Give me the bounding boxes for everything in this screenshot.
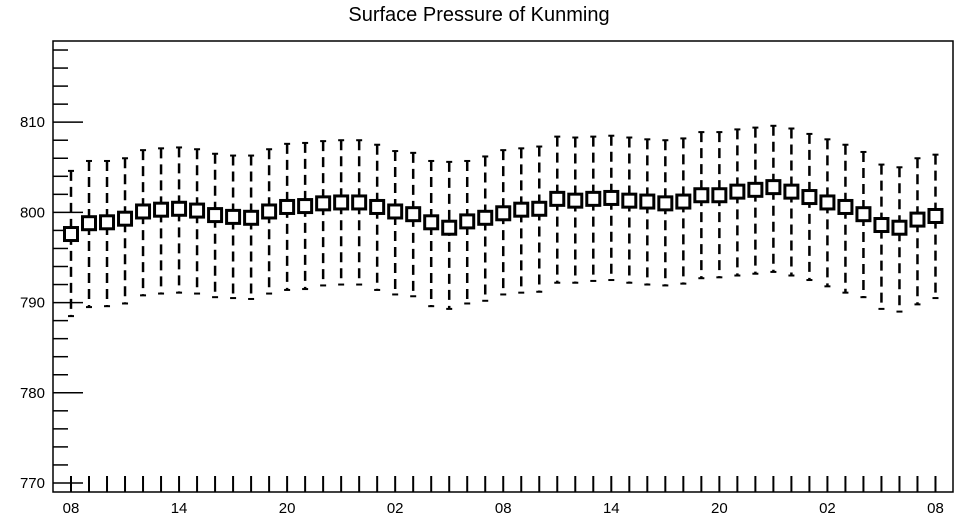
mean-marker: [243, 209, 260, 226]
mean-marker: [891, 219, 908, 236]
mean-marker: [261, 203, 278, 220]
mean-marker: [387, 203, 404, 220]
mean-marker: [513, 201, 530, 218]
x-tick-label: 14: [603, 500, 620, 517]
mean-marker: [117, 210, 134, 227]
mean-marker: [135, 203, 152, 220]
mean-marker: [765, 179, 782, 196]
mean-marker: [207, 207, 224, 224]
mean-marker: [927, 207, 944, 224]
mean-marker: [99, 214, 116, 231]
mean-marker: [297, 198, 314, 215]
whisker-series: [68, 124, 939, 318]
mean-marker: [351, 194, 368, 211]
mean-marker: [657, 195, 674, 212]
mean-marker: [315, 195, 332, 212]
mean-marker: [171, 200, 188, 217]
mean-marker: [783, 183, 800, 200]
mean-marker: [567, 192, 584, 209]
mean-marker-series: [63, 179, 944, 243]
mean-marker: [441, 219, 458, 236]
x-tick-label: 02: [387, 500, 404, 517]
mean-marker: [729, 183, 746, 200]
mean-marker: [423, 214, 440, 231]
y-tick-label: 770: [20, 475, 45, 492]
mean-marker: [801, 189, 818, 206]
x-tick-label: 02: [819, 500, 836, 517]
x-tick-label: 20: [279, 500, 296, 517]
mean-marker: [225, 208, 242, 225]
mean-marker: [531, 200, 548, 217]
mean-marker: [819, 194, 836, 211]
mean-marker: [153, 201, 170, 218]
mean-marker: [549, 190, 566, 207]
x-tick-label: 14: [171, 500, 188, 517]
y-tick-label: 800: [20, 204, 45, 221]
mean-marker: [855, 206, 872, 223]
mean-marker: [495, 205, 512, 222]
mean-marker: [189, 202, 206, 219]
plot-frame: [52, 40, 954, 493]
x-tick-label: 20: [711, 500, 728, 517]
mean-marker: [369, 198, 386, 215]
mean-marker: [81, 215, 98, 232]
x-tick-label: 08: [495, 500, 512, 517]
mean-marker: [693, 187, 710, 204]
mean-marker: [873, 217, 890, 234]
mean-marker: [837, 198, 854, 215]
mean-marker: [711, 187, 728, 204]
mean-marker: [639, 193, 656, 210]
mean-marker: [477, 209, 494, 226]
mean-marker: [675, 193, 692, 210]
y-tick-label: 810: [20, 114, 45, 131]
chart-title: Surface Pressure of Kunming: [348, 4, 610, 26]
mean-marker: [603, 189, 620, 206]
mean-marker: [63, 226, 79, 243]
mean-marker: [747, 181, 764, 198]
x-tick-label: 08: [63, 500, 80, 517]
mean-marker: [279, 198, 296, 215]
tick-labels: 770 780 790 800 810 08 14 20 02 08 14 20 02 08: [20, 114, 944, 517]
mean-marker: [621, 192, 638, 209]
mean-marker: [405, 206, 422, 223]
y-tick-label: 780: [20, 385, 45, 402]
mean-marker: [585, 190, 602, 207]
mean-marker: [459, 213, 476, 230]
x-tick-label: 08: [927, 500, 944, 517]
y-tick-label: 790: [20, 295, 45, 312]
mean-marker: [909, 211, 926, 228]
mean-marker: [333, 194, 350, 211]
